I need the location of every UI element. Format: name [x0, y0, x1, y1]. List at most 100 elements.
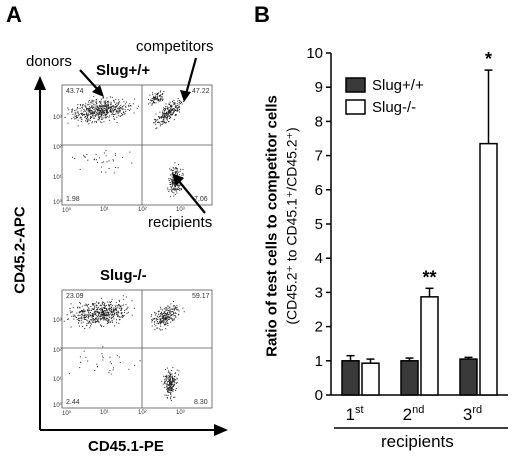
flow-event-dot	[176, 378, 178, 380]
flow-event-dot	[159, 91, 161, 93]
flow-event-dot	[168, 107, 170, 108]
flow-event-dot	[84, 315, 86, 317]
flow-event-dot	[176, 168, 178, 170]
flow-event-dot	[160, 315, 161, 317]
flow-event-dot	[159, 98, 161, 100]
flow-event-dot	[100, 309, 101, 311]
flow-event-dot	[173, 318, 175, 320]
flow-event-dot	[80, 313, 82, 315]
flow-event-dot	[165, 378, 167, 380]
flow-event-dot	[163, 375, 165, 377]
flow-event-dot	[166, 117, 168, 119]
flow-event-dot	[102, 109, 104, 110]
flow-event-dot	[164, 117, 166, 119]
flow-event-dot	[155, 97, 157, 98]
flow-event-dot	[103, 312, 105, 314]
flow-event-dot	[125, 106, 127, 108]
flow-event-dot	[159, 100, 161, 102]
flow-event-dot	[167, 316, 169, 318]
flow-event-dot	[106, 97, 108, 99]
flow-event-dot	[100, 98, 102, 100]
flow-event-dot	[154, 329, 156, 331]
flow-event-dot	[109, 361, 111, 363]
flow-event-dot	[174, 376, 176, 377]
flow-event-dot	[87, 108, 89, 110]
flow-event-dot	[118, 101, 120, 103]
flow-event-dot	[177, 100, 179, 102]
flow-event-dot	[88, 113, 89, 115]
flow-event-dot	[83, 350, 85, 352]
flow-event-dot	[105, 318, 107, 320]
flow-event-dot	[81, 316, 83, 318]
flow-event-dot	[167, 394, 169, 396]
flow-event-dot	[82, 105, 84, 107]
flow-ytick: 10⁰	[53, 403, 63, 409]
flow-event-dot	[176, 110, 178, 112]
flow-event-dot	[98, 112, 100, 114]
flow-event-dot	[75, 116, 77, 117]
flow-event-dot	[155, 317, 157, 319]
flow-event-dot	[163, 308, 165, 310]
flow-event-dot	[118, 356, 120, 358]
flow-event-dot	[99, 108, 101, 110]
flow-event-dot	[94, 121, 95, 123]
flow-event-dot	[167, 109, 169, 111]
flow-event-dot	[91, 308, 93, 310]
flow-event-dot	[155, 93, 157, 95]
flow-event-dot	[161, 321, 163, 323]
flow-event-dot	[106, 314, 108, 315]
flow-event-dot	[162, 119, 164, 121]
flow-event-dot	[86, 319, 88, 321]
flow-event-dot	[177, 174, 178, 176]
flow-event-dot	[111, 305, 113, 307]
flow-event-dot	[166, 396, 168, 398]
flow-event-dot	[109, 321, 111, 323]
flow-cytometry-panel	[34, 57, 228, 436]
flow-event-dot	[88, 123, 90, 125]
flow-event-dot	[107, 112, 108, 114]
flow-event-dot	[75, 118, 77, 120]
x-category-label: 2nd	[403, 404, 425, 424]
flow-event-dot	[179, 108, 181, 110]
flow-event-dot	[103, 106, 105, 108]
flow-event-dot	[106, 301, 108, 303]
flow-event-dot	[179, 174, 180, 176]
flow-event-dot	[114, 109, 116, 111]
flow-event-dot	[150, 99, 152, 101]
y-tick-label: 7	[315, 148, 323, 165]
flow-event-dot	[92, 304, 94, 305]
flow-event-dot	[165, 314, 167, 316]
flow-event-dot	[170, 374, 172, 376]
flow-event-dot	[112, 311, 114, 313]
flow-event-dot	[173, 309, 175, 311]
flow-event-dot	[127, 311, 129, 313]
flow-event-dot	[169, 115, 171, 117]
flow-event-dot	[151, 103, 153, 105]
flow-event-dot	[172, 188, 174, 190]
flow-event-dot	[80, 113, 82, 114]
flow-event-dot	[172, 172, 174, 174]
flow-event-dot	[169, 382, 171, 384]
flow-event-dot	[173, 312, 175, 314]
flow-event-dot	[80, 116, 82, 118]
flow-event-dot	[170, 388, 172, 390]
flow-event-dot	[169, 109, 170, 111]
flow-event-dot	[87, 104, 89, 105]
flow-event-dot	[161, 316, 163, 317]
flow-event-dot	[120, 309, 122, 310]
flow-event-dot	[164, 113, 166, 115]
flow-event-dot	[110, 363, 112, 365]
y-tick-label: 4	[315, 250, 323, 267]
flow-event-dot	[100, 112, 102, 114]
flow-event-dot	[161, 329, 163, 331]
flow-events-top	[64, 90, 184, 197]
flow-event-dot	[78, 311, 80, 313]
flow-event-dot	[125, 103, 127, 105]
flow-event-dot	[105, 310, 107, 312]
bar-knockout-2	[420, 296, 439, 396]
flow-event-dot	[91, 99, 93, 101]
flow-event-dot	[178, 164, 180, 166]
flow-event-dot	[169, 374, 171, 376]
flow-event-dot	[175, 186, 176, 187]
